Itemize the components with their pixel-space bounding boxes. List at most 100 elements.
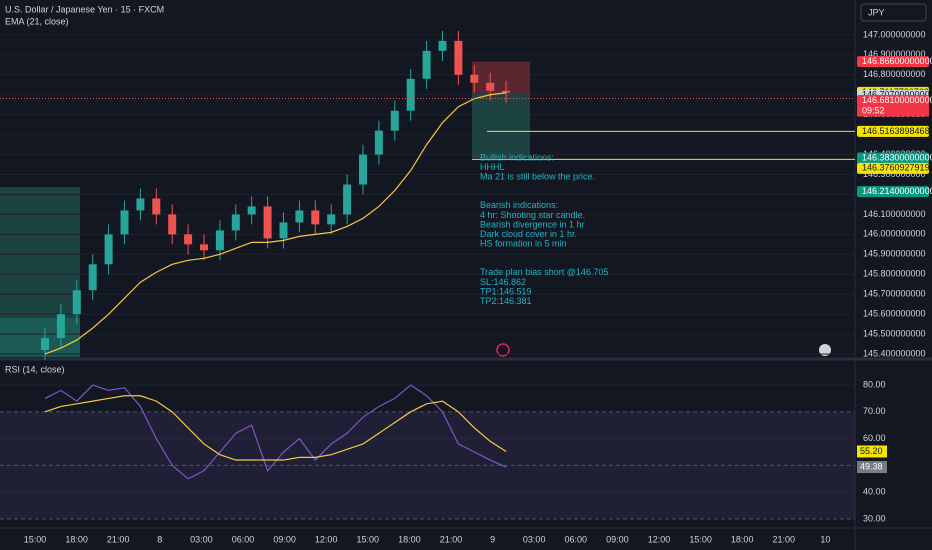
time-label: 15:00 [357,534,380,544]
candle-body [152,198,161,215]
rsi-tag-label: 55.20 [860,446,883,456]
rsi-line [44,384,507,480]
candle-body [359,154,367,185]
note-line: TP2:146.381 [480,296,532,306]
short-target-zone [472,93,530,158]
time-label: 18:00 [65,534,88,544]
price-tag-label: 146.86600000000 [862,56,932,66]
time-label: 10 [820,534,830,544]
candle-body [104,234,113,265]
candle-body [422,50,431,79]
price-tag [857,162,929,174]
time-label: 09:00 [606,534,629,544]
candle-body [231,214,240,231]
candle-body [295,210,304,223]
time-label: 12:00 [648,534,671,544]
rsi-tick-label: 80.00 [863,379,886,389]
candle-body [41,338,49,351]
candle-body [247,206,256,215]
candle-body [72,290,81,315]
price-tag [857,125,929,137]
candle-body [88,264,97,291]
note-line: HHHL [480,162,505,172]
note-line: TP1:146.519 [480,286,532,296]
rsi-band [0,411,855,519]
price-tag-label: 146.70700000000 [862,90,932,100]
price-tag-label: 146.51638984682 [862,126,932,136]
time-label: 21:00 [440,534,463,544]
candle-body [390,110,399,131]
price-tick-label: 146.000000000 [863,229,926,239]
price-tag [857,186,929,198]
rsi-tag-label: 49.38 [860,461,883,471]
price-tag-label: 146.37609279196 [862,163,932,173]
lightning-icon[interactable] [496,343,510,357]
note-line: SL:146.862 [480,277,526,287]
symbol-title: U.S. Dollar / Japanese Yen · 15 · FXCM [5,4,164,14]
note-line: HS formation in 5 min [480,239,567,249]
time-label: 12:00 [315,534,338,544]
price-tick-label: 145.600000000 [863,309,926,319]
candle-body [486,82,495,91]
candle-body [454,40,463,75]
candle-body [215,230,224,251]
candle-body [470,74,479,83]
note-line: Trade plan bias short @146.705 [480,267,608,277]
price-tag [857,95,929,107]
candle-body [327,214,336,225]
candle-body [184,234,193,245]
rsi-tick-label: 40.00 [863,487,886,497]
rsi-tag [857,461,887,474]
countdown-bg [857,105,929,117]
note-line: Bearish indications: [480,200,558,210]
time-label: 8 [157,534,162,544]
price-tick-label: 145.400000000 [863,348,926,358]
price-tick-label: 145.700000000 [863,289,926,299]
time-label: 18:00 [731,534,754,544]
rsi-tag [857,445,887,458]
time-label: 18:00 [398,534,421,544]
time-label: 15:00 [689,534,712,544]
candle-body [502,90,511,93]
ema-line [44,92,507,355]
rsi-title: RSI (14, close) [5,364,65,374]
candle-body [438,40,447,51]
price-tag [857,152,929,164]
time-label: 09:00 [273,534,296,544]
candle-body [200,244,208,251]
candle-body [120,210,129,235]
candle-body [168,214,177,235]
price-tick-label: 147.000000000 [863,29,926,39]
currency-button[interactable] [860,3,927,22]
price-tick-label: 145.900000000 [863,249,926,259]
rsi-ma-line [44,395,507,461]
price-tick-label: 146.900000000 [863,49,926,59]
time-label: 06:00 [565,534,588,544]
price-tag-label: 146.68100000000 [862,95,932,105]
time-label: 03:00 [523,534,546,544]
candle-body [311,210,320,225]
price-tick-label: 145.800000000 [863,269,926,279]
candle-body [136,198,145,211]
time-label: 06:00 [232,534,255,544]
time-label: 21:00 [773,534,796,544]
note-line: Bearish divergence in 1 hr [480,219,585,229]
price-tick-label: 146.300000000 [863,169,926,179]
time-label: 03:00 [190,534,213,544]
long-position-zone [0,318,80,357]
price-tag [857,56,929,68]
rsi-tick-label: 70.00 [863,406,886,416]
note-line: 4 hr: Shooting star candle. [480,210,585,220]
flag-icon[interactable] [819,344,831,356]
price-tag-label: 146.38300000000 [862,152,932,162]
price-tick-label: 146.100000000 [863,209,926,219]
candle-body [263,206,272,239]
note-line: Ma 21 is still below the price. [480,172,595,182]
short-stop-zone [472,61,530,94]
time-label: 15:00 [24,534,47,544]
time-label: 21:00 [107,534,130,544]
candle-body [279,222,288,239]
rsi-tick-label: 30.00 [863,513,886,523]
indicator-label: EMA (21, close) [5,16,69,26]
